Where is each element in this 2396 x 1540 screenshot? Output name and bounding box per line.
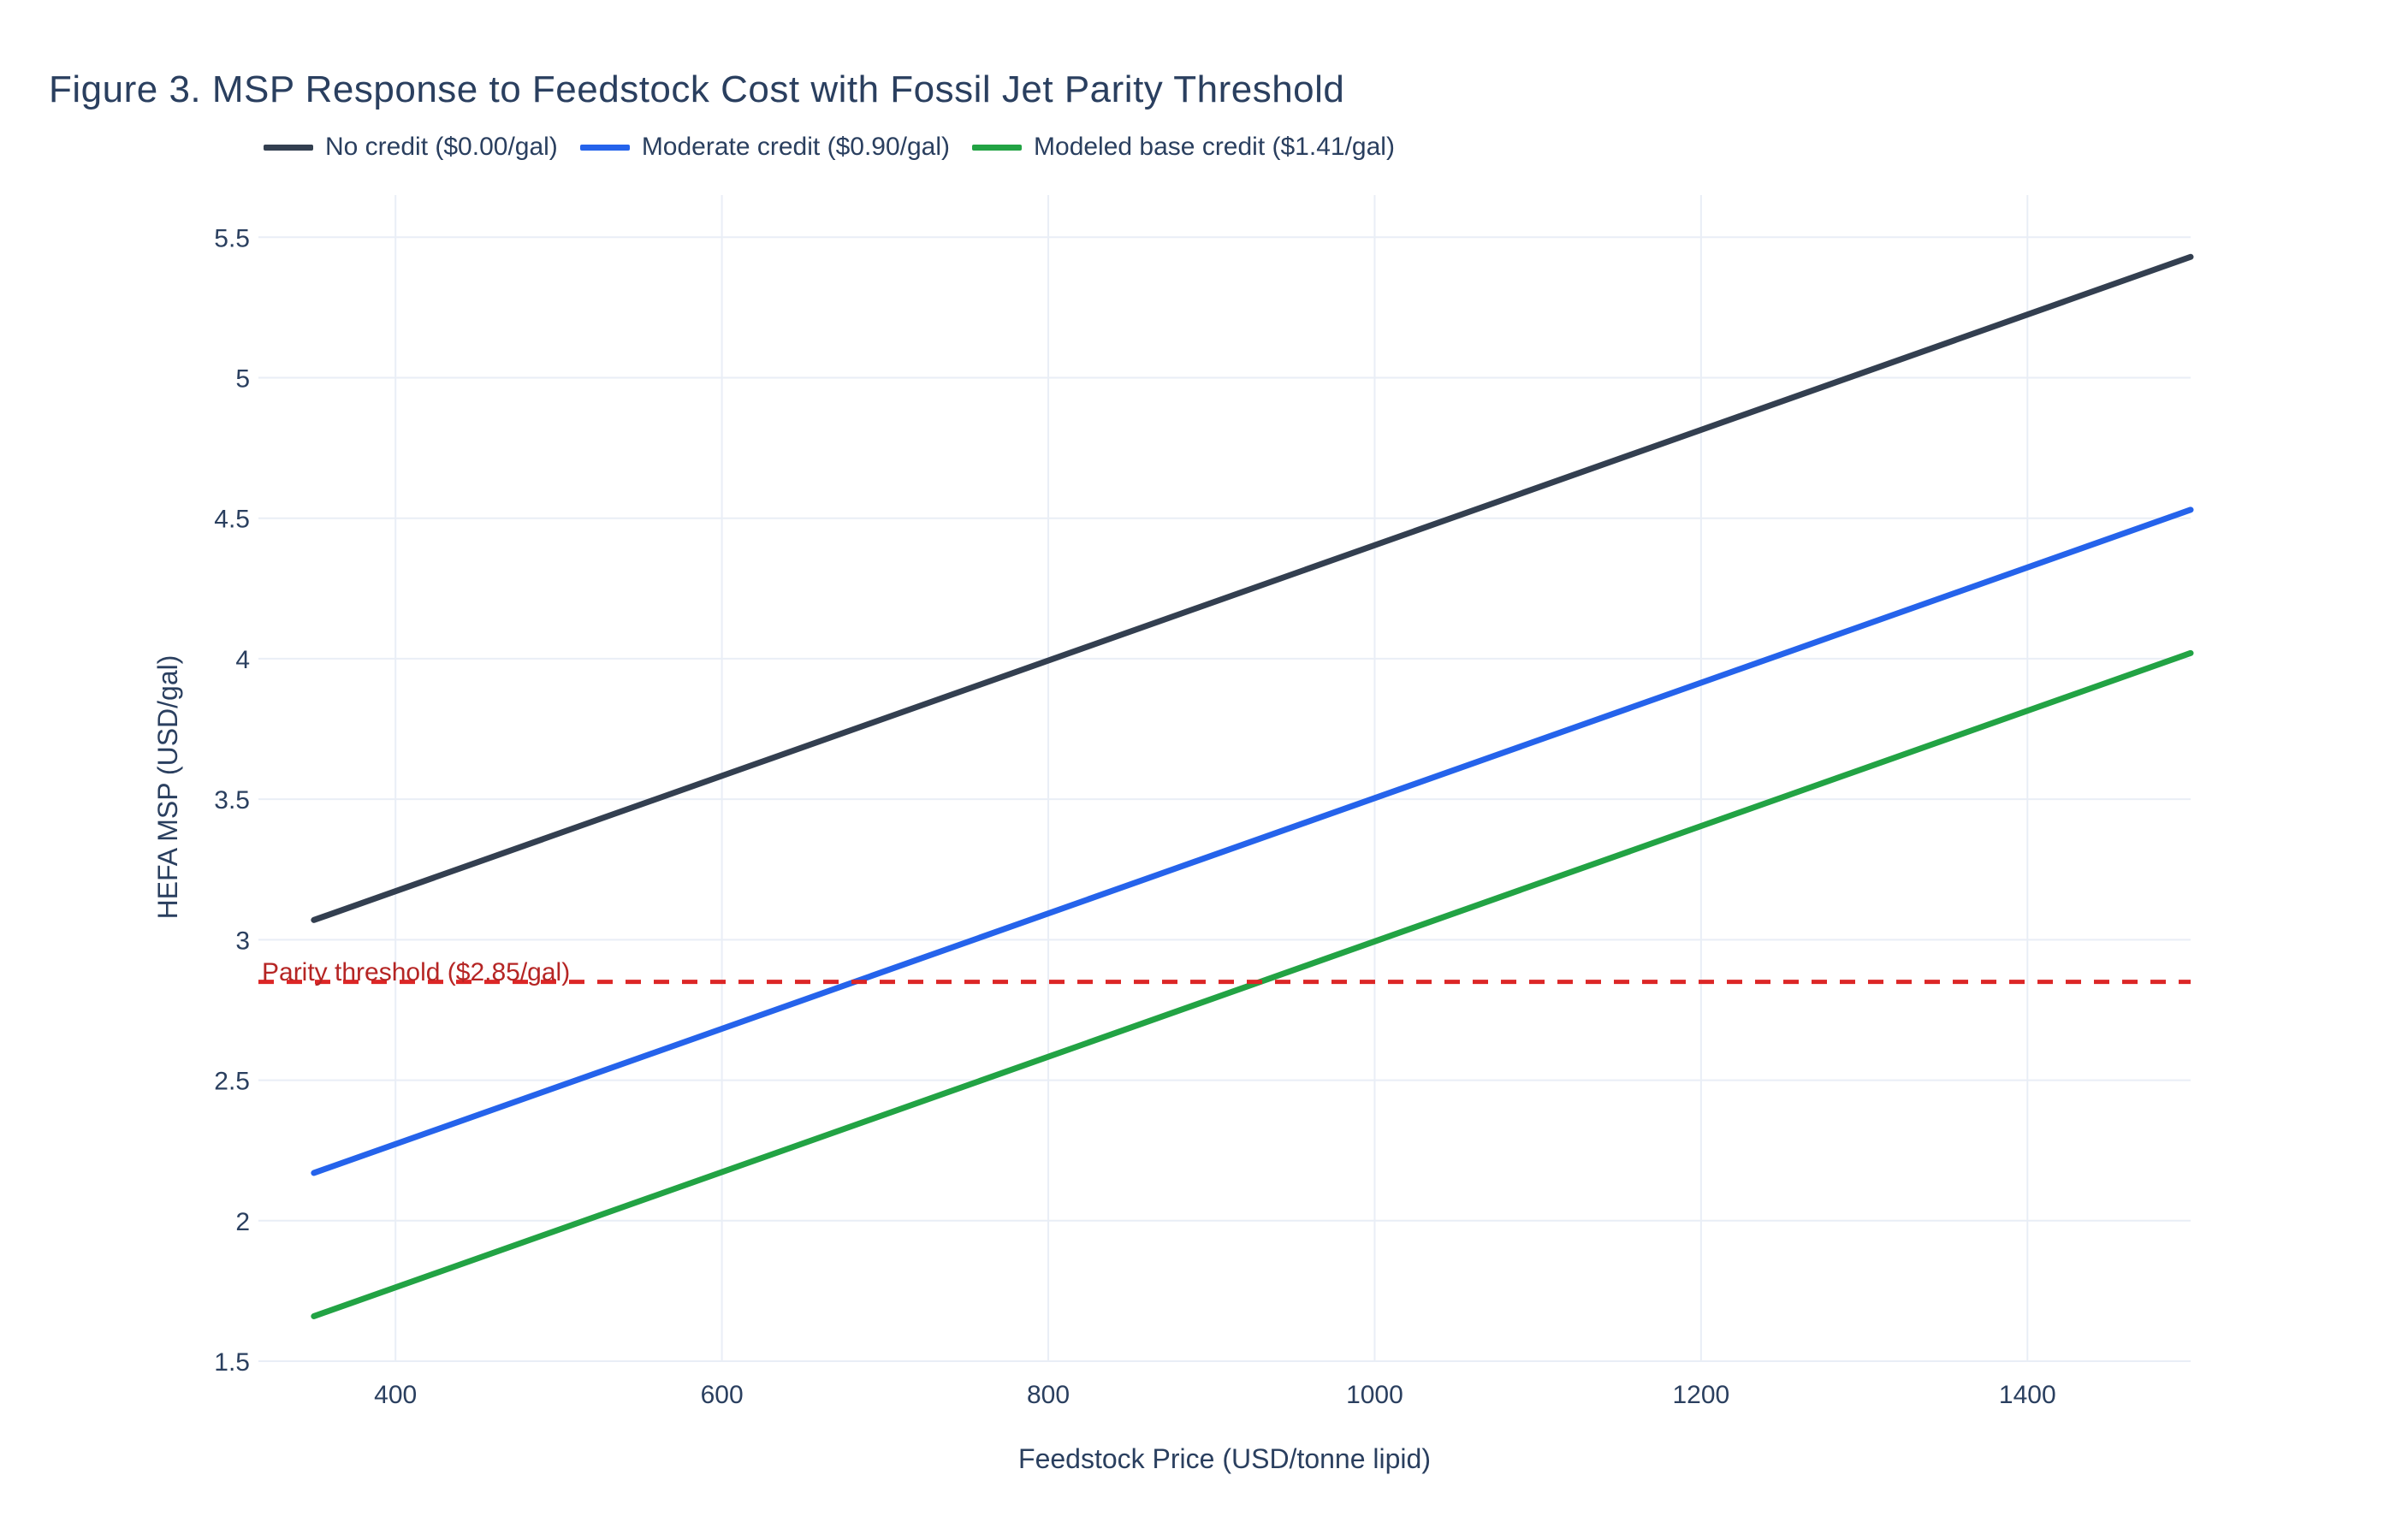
tick-labels: 400 600 800 1000 1200 1400 1.5 2 2.5 3 3.5 4 4.5 5 5.5 (214, 224, 2055, 1409)
y-tick-label: 2.5 (214, 1068, 250, 1096)
legend-item[interactable]: Moderate credit ($0.90/gal) (579, 133, 951, 162)
series-line (311, 506, 2194, 1176)
x-tick-label: 600 (701, 1381, 744, 1409)
legend: No credit ($0.00/gal) Moderate credit ($0… (264, 130, 1395, 164)
legend-swatch-line (264, 144, 313, 151)
parity-threshold-label: Parity threshold ($2.85/gal) (262, 958, 570, 986)
x-tick-label: 400 (374, 1381, 417, 1409)
series-line (311, 253, 2194, 923)
y-tick-label: 5.5 (214, 224, 250, 252)
legend-item-label: Moderate credit ($0.90/gal) (641, 133, 951, 161)
legend-swatch-line (579, 144, 630, 151)
x-tick-label: 1400 (1999, 1381, 2056, 1409)
gridlines (258, 195, 2191, 1362)
y-tick-label: 2 (235, 1208, 250, 1236)
x-tick-label: 800 (1027, 1381, 1070, 1409)
y-tick-label: 4 (235, 646, 250, 674)
x-axis-title: Feedstock Price (USD/tonne lipid) (1018, 1443, 1431, 1474)
y-tick-label: 3 (235, 927, 250, 955)
x-tick-label: 1000 (1346, 1381, 1403, 1409)
y-axis-title: HEFA MSP (USD/gal) (152, 655, 183, 920)
y-tick-label: 1.5 (214, 1348, 250, 1377)
y-tick-label: 5 (235, 364, 250, 393)
chart-title: Figure 3. MSP Response to Feedstock Cost… (49, 68, 1345, 110)
series-lines (311, 253, 2194, 1319)
legend-item-label: No credit ($0.00/gal) (325, 133, 558, 161)
y-tick-label: 3.5 (214, 786, 250, 814)
series-line (311, 649, 2194, 1319)
legend-item-label: Modeled base credit ($1.41/gal) (1034, 133, 1395, 161)
x-tick-label: 1200 (1672, 1381, 1729, 1409)
legend-item[interactable]: No credit ($0.00/gal) (264, 133, 558, 162)
y-tick-label: 4.5 (214, 506, 250, 534)
legend-swatch-line (972, 144, 1023, 151)
legend-item[interactable]: Modeled base credit ($1.41/gal) (972, 133, 1395, 162)
